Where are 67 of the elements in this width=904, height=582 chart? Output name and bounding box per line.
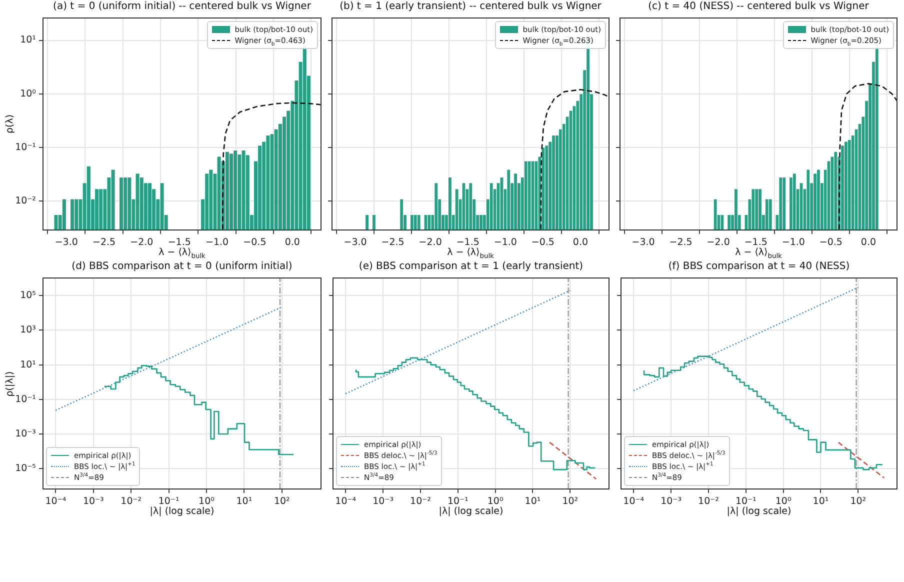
x-tick-label: 10⁻¹ [158,496,180,508]
x-tick-label: 10¹ [812,496,829,508]
y-tick-label: 10⁻³ [15,428,36,440]
x-tick-label: −0.5 [243,237,266,248]
x-tick-label: −3.0 [344,237,367,248]
x-axis-title: |λ| (log scale) [438,506,504,517]
y-tick-label: 10⁻⁵ [15,463,36,474]
chart-title: (c) t = 40 (NESS) -- centered bulk vs Wigner [648,1,869,12]
x-tick-label: 0.0 [860,237,876,248]
line-series [222,102,321,230]
y-tick-label: 10³ [20,324,36,336]
x-tick-label: 10⁻¹ [447,496,469,508]
y-tick-label: 10⁻¹ [15,394,36,405]
x-tick-label: 10⁻³ [660,496,682,508]
x-tick-label: 10⁻² [410,496,432,508]
x-axis-title: λ − ⟨λ⟩$_{bulk}$ [158,247,206,260]
x-tick-label: −3.0 [54,237,78,248]
x-tick-label: 0.0 [284,237,300,248]
x-tick-label: 10⁰ [775,496,792,508]
y-axis-title: ρ(λ) [4,114,16,134]
y-tick-label: 10⁰ [20,88,36,100]
x-tick-label: 0.0 [572,237,588,248]
x-tick-label: −3.0 [632,237,655,248]
x-tick-label: −2.5 [669,237,692,248]
x-tick-label: 10⁻³ [82,496,104,508]
x-tick-label: 10⁻² [120,496,142,508]
x-tick-label: −0.5 [819,237,842,248]
chart-title: (a) t = 0 (uniform initial) -- centered bulk vs Wigner [53,1,311,12]
x-tick-label: −2.5 [92,237,116,248]
chart-title: (b) t = 1 (early transient) -- centered bulk vs Wigner [340,1,602,12]
y-tick-label: 10¹ [20,34,36,46]
x-tick-label: −1.5 [168,237,191,248]
y-tick-label: 10¹ [20,359,36,370]
chart-title: (f) BBS comparison at t = 40 (NESS) [668,261,850,272]
x-tick-label: −2.5 [381,237,404,248]
x-tick-label: −1.5 [456,237,480,248]
x-axis-title: λ − ⟨λ⟩$_{bulk}$ [735,247,782,260]
x-axis-title: |λ| (log scale) [726,506,792,517]
x-tick-label: −2.0 [130,237,154,248]
y-axis-title: ρ(|λ|) [4,370,16,396]
x-tick-label: 10⁰ [198,496,215,508]
x-axis-title: λ − ⟨λ⟩$_{bulk}$ [447,247,494,260]
x-tick-label: 10¹ [524,496,541,508]
x-tick-label: 10⁻² [698,496,720,508]
x-tick-label: 10⁻³ [372,496,394,508]
x-tick-label: −2.0 [418,237,442,248]
x-tick-label: −0.5 [531,237,554,248]
x-axis-title: |λ| (log scale) [150,506,214,517]
x-tick-label: 10² [562,496,578,508]
x-tick-label: 10⁻¹ [735,496,757,508]
x-tick-label: 10¹ [236,496,252,508]
x-tick-label: −1.0 [205,237,229,248]
y-tick-label: 10⁵ [20,290,36,302]
x-tick-label: −1.0 [494,237,517,248]
chart-title: (e) BBS comparison at t = 1 (early transient) [358,261,584,272]
x-tick-label: −1.0 [782,237,805,248]
x-tick-label: 10⁰ [487,496,504,508]
x-tick-label: 10² [274,496,290,508]
x-tick-label: 10⁻⁴ [335,496,356,508]
y-tick-label: 10⁻² [15,196,36,207]
x-tick-label: 10⁻⁴ [45,496,66,508]
y-tick-label: 10⁻¹ [15,142,36,153]
x-tick-label: 10⁻⁴ [623,496,644,508]
chart-title: (d) BBS comparison at t = 0 (uniform initial) [72,261,292,272]
x-tick-label: −2.0 [706,237,730,248]
x-tick-label: −1.5 [744,237,768,248]
x-tick-label: 10² [850,496,866,508]
